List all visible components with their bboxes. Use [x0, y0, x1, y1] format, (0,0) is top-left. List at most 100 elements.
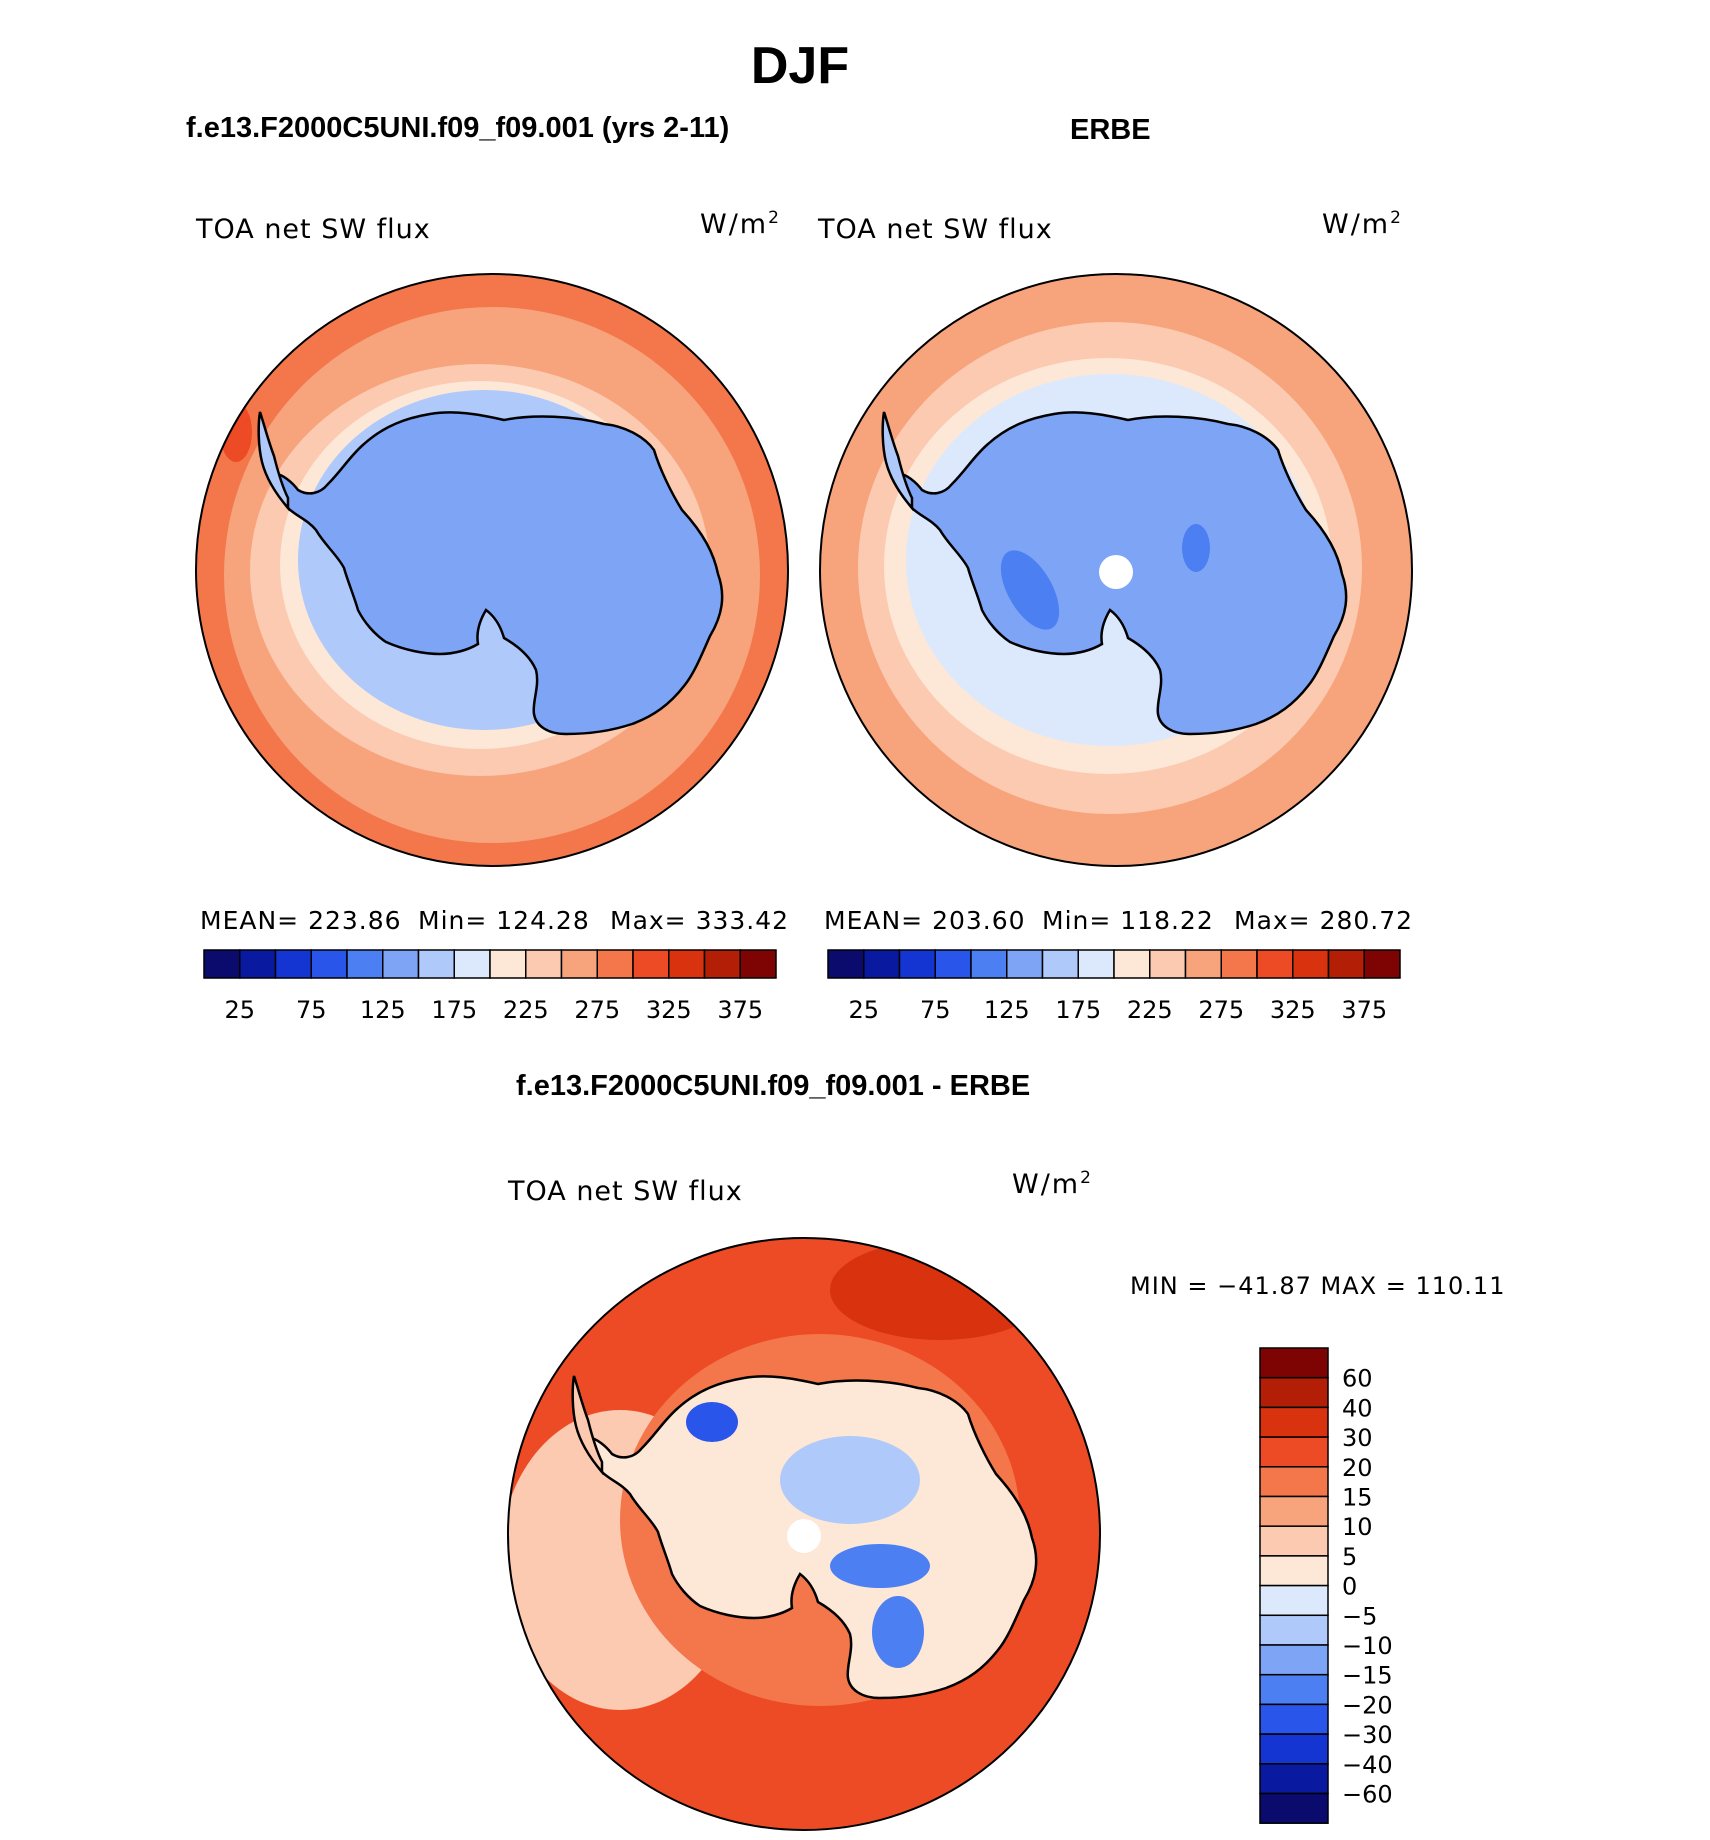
diff-colorbar-tick-label: 0 [1342, 1573, 1357, 1601]
panel-1-colorbar-swatch-9 [525, 949, 563, 979]
diff-colorbar-swatch-13 [1259, 1733, 1329, 1765]
panel-2-colorbar-swatch-1 [863, 949, 901, 979]
diff-colorbar-tick-label: −60 [1342, 1781, 1393, 1809]
panel-1-variable-label: TOA net SW flux [196, 214, 431, 245]
panel-2-max: Max= 280.72 [1234, 906, 1414, 935]
diff-colorbar-swatch-5 [1259, 1495, 1329, 1527]
panel-1-colorbar-swatch-14 [703, 949, 741, 979]
diff-ocean-north-dark [830, 1240, 1050, 1340]
panel-2-mean: MEAN= 203.60 [824, 906, 1026, 935]
diff-unit-label: W/m2 [1012, 1168, 1093, 1200]
panel-1-colorbar-tick-label: 325 [646, 996, 692, 1024]
diff-colorbar-swatch-3 [1259, 1436, 1329, 1468]
panel-2-colorbar-swatch-11 [1220, 949, 1258, 979]
panel-1-map-border [195, 273, 789, 867]
panel-2-colorbar-swatch-8 [1113, 949, 1151, 979]
diff-colorbar-tick-label: 30 [1342, 1424, 1373, 1452]
diff-neg-region-4 [872, 1596, 924, 1668]
panel-2-pole-hole [1099, 555, 1133, 589]
panel-1-colorbar-swatch-4 [346, 949, 384, 979]
panel-2-colorbar-swatch-13 [1292, 949, 1330, 979]
panel-2-min: Min= 118.22 [1042, 906, 1214, 935]
panel-2-colorbar-tick-label: 375 [1341, 996, 1387, 1024]
panel-1-colorbar-tick-label: 375 [717, 996, 763, 1024]
panel-1-colorbar-tick-label: 25 [224, 996, 255, 1024]
diff-colorbar-swatch-1 [1259, 1376, 1329, 1409]
panel-1-colorbar-swatch-1 [239, 949, 277, 979]
diff-colorbar-swatch-14 [1259, 1763, 1329, 1795]
panel-1-colorbar-swatch-0 [203, 949, 241, 979]
diff-colorbar-swatch-2 [1259, 1406, 1329, 1438]
panel-2-colorbar-tick-label: 325 [1270, 996, 1316, 1024]
panel-1-colorbar-tick-label: 75 [296, 996, 327, 1024]
panel-2-map-border [819, 273, 1413, 867]
diff-colorbar-swatch-8 [1259, 1584, 1329, 1617]
diff-colorbar-tick-label: 10 [1342, 1513, 1373, 1541]
panel-1-colorbar-swatch-3 [310, 949, 348, 979]
panel-1-colorbar-swatch-8 [489, 949, 527, 979]
panel-2-case-title: ERBE [1070, 114, 1151, 146]
panel-1-colorbar-swatch-15 [739, 949, 777, 979]
panel-1-colorbar-tick-label: 175 [431, 996, 477, 1024]
panel-2-colorbar-tick-label: 75 [920, 996, 951, 1024]
diff-minmax: MIN = −41.87 MAX = 110.11 [1130, 1272, 1506, 1300]
panel-2-colorbar-swatch-0 [827, 949, 865, 979]
panel-1-colorbar-swatch-12 [632, 949, 670, 979]
panel-1-colorbar-swatch-11 [596, 949, 634, 979]
figure-title: DJF [750, 37, 850, 95]
panel-2-colorbar-swatch-9 [1149, 949, 1187, 979]
panel-1-unit-label: W/m2 [700, 208, 781, 240]
diff-colorbar-tick-label: 15 [1342, 1484, 1373, 1512]
diff-colorbar-tick-label: 20 [1342, 1454, 1373, 1482]
panel-2-colorbar-swatch-3 [934, 949, 972, 979]
panel-2-variable-label: TOA net SW flux [818, 214, 1053, 245]
panel-2-colorbar-swatch-6 [1041, 949, 1079, 979]
diff-colorbar-tick-label: −10 [1342, 1632, 1393, 1660]
diff-colorbar-tick-label: 60 [1342, 1365, 1373, 1393]
diff-colorbar-swatch-0 [1259, 1347, 1329, 1379]
panel-2-colorbar-swatch-5 [1006, 949, 1044, 979]
panel-1-colorbar-tick-label: 275 [574, 996, 620, 1024]
panel-1-colorbar-swatch-2 [274, 949, 312, 979]
panel-2-colorbar-swatch-12 [1256, 949, 1294, 979]
panel-2-colorbar-swatch-4 [970, 949, 1008, 979]
diff-colorbar-swatch-9 [1259, 1614, 1329, 1646]
diff-neg-region-3 [686, 1402, 738, 1442]
panel-2-colorbar-swatch-2 [898, 949, 936, 979]
panel-2-colorbar: 25 75 125 175 225 275 325 375 [827, 949, 1401, 1024]
diff-colorbar-swatch-6 [1259, 1525, 1329, 1557]
diff-colorbar-swatch-4 [1259, 1466, 1329, 1498]
diff-colorbar-tick-label: −20 [1342, 1691, 1393, 1719]
diff-variable-label: TOA net SW flux [508, 1176, 743, 1207]
diff-panel-title: f.e13.F2000C5UNI.f09_f09.001 - ERBE [516, 1070, 1031, 1102]
diff-map-border [507, 1237, 1101, 1831]
panel-1-colorbar-tick-label: 125 [360, 996, 406, 1024]
panel-2-colorbar-swatch-14 [1327, 949, 1365, 979]
diff-pole-hole [787, 1519, 821, 1553]
diff-colorbar-swatch-7 [1259, 1555, 1329, 1587]
panel-2-colorbar-tick-label: 225 [1127, 996, 1173, 1024]
panel-2-colorbar-tick-label: 25 [848, 996, 879, 1024]
diff-map [507, 1237, 1101, 1831]
panel-1-colorbar-swatch-13 [668, 949, 706, 979]
panel-1-min: Min= 124.28 [418, 906, 590, 935]
panel-1-colorbar-swatch-6 [417, 949, 455, 979]
diff-colorbar-swatch-11 [1259, 1673, 1329, 1706]
diff-colorbar-tick-label: 5 [1342, 1543, 1357, 1571]
diff-colorbar-swatch-12 [1259, 1703, 1329, 1735]
panel-1-hotspot [220, 402, 252, 462]
panel-2-colorbar-tick-label: 175 [1055, 996, 1101, 1024]
panel-2-colorbar-tick-label: 125 [984, 996, 1030, 1024]
panel-2-unit-label: W/m2 [1322, 208, 1403, 240]
diff-colorbar-tick-label: −5 [1342, 1602, 1377, 1630]
panel-2-colorbar-swatch-10 [1184, 949, 1222, 979]
panel-2-colorbar-tick-label: 275 [1198, 996, 1244, 1024]
panel-2-colorbar-swatch-15 [1363, 949, 1401, 979]
diff-colorbar-tick-label: 40 [1342, 1394, 1373, 1422]
panel-1-mean: MEAN= 223.86 [200, 906, 402, 935]
diff-colorbar-tick-label: −30 [1342, 1721, 1393, 1749]
panel-2-low-region-2 [1182, 524, 1210, 572]
panel-1-colorbar-swatch-5 [382, 949, 420, 979]
